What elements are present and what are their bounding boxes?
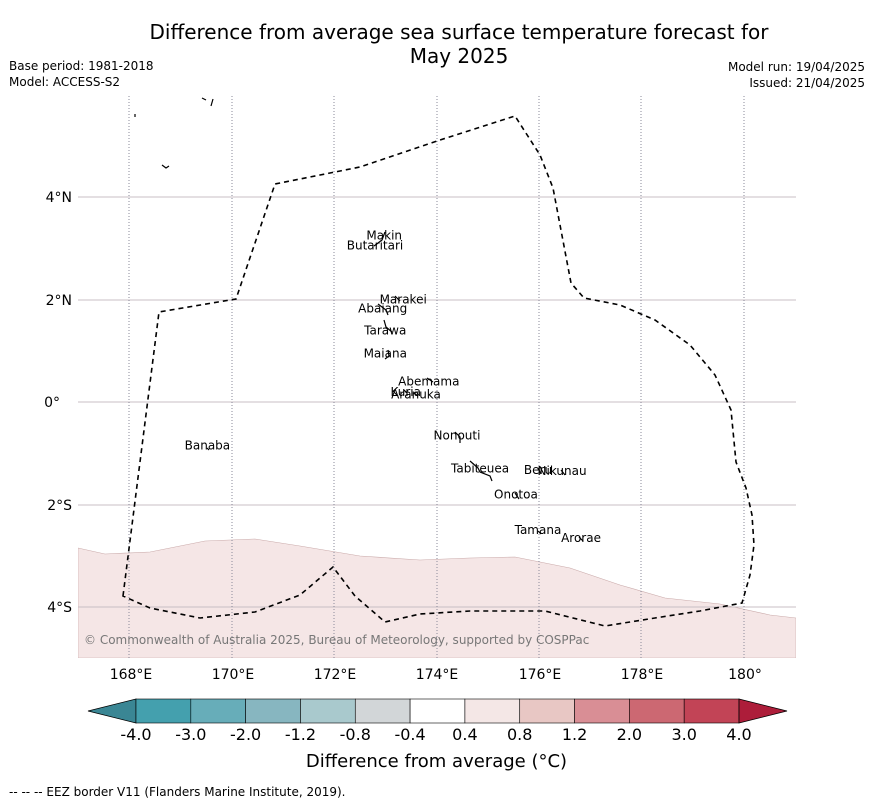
colorbar-segment: [464, 698, 521, 724]
atoll-outline: [578, 536, 584, 542]
island-label: Tamana: [514, 523, 562, 537]
colorbar-tick-label: 2.0: [617, 725, 642, 744]
atoll-outline: [413, 392, 419, 397]
x-tick-label: 180°: [728, 667, 762, 683]
coast-fragment: [161, 164, 170, 169]
island-label: Onotoa: [494, 487, 538, 501]
colorbar-segment: [629, 698, 685, 724]
colorbar-segment: [190, 698, 246, 724]
atoll-outline: [206, 447, 210, 451]
colorbar-tick-label: -3.0: [175, 725, 206, 744]
y-tick-label: 4°N: [46, 190, 72, 206]
y-tick-label: 0°: [44, 395, 60, 411]
atoll-outline: [384, 349, 390, 360]
island-label: Tabiteuea: [450, 462, 509, 476]
colorbar-segment: [683, 698, 740, 724]
atoll-outline: [403, 389, 408, 394]
atoll-outline: [537, 530, 542, 535]
issued-date: Issued: 21/04/2025: [749, 76, 865, 90]
coastlines: [134, 97, 584, 542]
meta-left: Base period: 1981-2018 Model: ACCESS-S2: [9, 58, 154, 90]
colorbar-segment: [135, 698, 192, 724]
atoll-outline: [514, 492, 520, 500]
colorbar-segment: [300, 698, 356, 724]
colorbar-tick-label: -1.2: [285, 725, 316, 744]
eez-border: [122, 115, 755, 627]
title-block: Difference from average sea surface temp…: [0, 0, 873, 70]
colorbar-tick-label: 0.8: [507, 725, 532, 744]
colorbar-tick-label: -0.4: [394, 725, 425, 744]
island-label: Kuria: [391, 385, 422, 399]
copyright-note: © Commonwealth of Australia 2025, Bureau…: [84, 633, 589, 647]
colorbar-tick-label: 3.0: [671, 725, 696, 744]
x-tick-label: 170°E: [212, 667, 255, 683]
meta-right: Model run: 19/04/2025 Issued: 21/04/2025: [728, 59, 865, 91]
x-tick-label: 168°E: [110, 667, 153, 683]
island-label: Banaba: [185, 439, 231, 453]
atoll-outline: [537, 467, 542, 475]
y-tick-label: 4°S: [47, 600, 72, 616]
colorbar-segment: [409, 698, 466, 724]
colorbar-label: Difference from average (°C): [305, 751, 568, 772]
coast-fragment: [210, 98, 214, 107]
map-title: Difference from average sea surface temp…: [0, 20, 873, 68]
atoll-outline: [426, 377, 434, 383]
atoll-outline: [383, 319, 393, 333]
colorbar-tick-labels: -4.0 -3.0 -2.0 -1.2 -0.8 -0.4 0.4 0.8 1.2 2.0 3.0 4…: [120, 725, 751, 744]
colorbar-extend-min: [87, 698, 137, 724]
colorbar-tick-label: 0.4: [452, 725, 477, 744]
map-title-line2: May 2025: [409, 44, 509, 68]
atoll-outline: [377, 303, 389, 316]
atoll-outline: [454, 431, 461, 443]
x-tick-labels: 168°E 170°E 172°E 174°E 176°E 178°E 180°: [110, 667, 762, 683]
lon-gridlines: [128, 96, 745, 658]
base-period: Base period: 1981-2018: [9, 59, 154, 73]
atoll-outline: [373, 231, 386, 247]
model-run: Model run: 19/04/2025: [727, 60, 865, 74]
map-title-line1: Difference from average sea surface temp…: [149, 20, 769, 44]
y-tick-labels: 4°N 2°N 0° 2°S 4°S: [44, 190, 72, 616]
island-label: Makin: [366, 228, 402, 242]
colorbar-segment: [245, 698, 301, 724]
model-name: Model: ACCESS-S2: [9, 75, 121, 89]
footer-note: -- -- -- EEZ border V11 (Flanders Marine…: [9, 785, 346, 799]
island-label: Abaiang: [358, 302, 407, 316]
island-label: Nikunau: [538, 464, 587, 478]
island-label: Abemama: [398, 375, 459, 389]
atoll-outline: [394, 295, 401, 302]
coast-fragment: [201, 97, 207, 101]
atoll-outline: [560, 469, 566, 476]
colorbar-extend-max: [738, 698, 788, 724]
colorbar-tick-label: 4.0: [726, 725, 751, 744]
island-label: Beru: [524, 463, 552, 477]
colorbar-segment: [519, 698, 575, 724]
island-label: Marakei: [380, 293, 427, 307]
x-tick-label: 178°E: [621, 667, 664, 683]
island-label: Maiana: [364, 346, 407, 360]
island-label: Nonouti: [434, 428, 481, 442]
y-tick-label: 2°S: [47, 498, 72, 514]
colorbar-tick-label: -2.0: [230, 725, 261, 744]
colorbar-segment: [354, 698, 411, 724]
x-tick-label: 176°E: [519, 667, 562, 683]
colorbar: [87, 698, 788, 724]
anomaly-region: [78, 538, 796, 658]
colorbar-segment: [574, 698, 630, 724]
colorbar-tick-label: -0.8: [340, 725, 371, 744]
y-tick-label: 2°N: [46, 293, 72, 309]
atoll-outline: [469, 460, 493, 482]
island-label: Butaritari: [347, 239, 404, 253]
island-label: Tarawa: [363, 323, 406, 337]
colorbar-tick-label: -4.0: [120, 725, 151, 744]
island-label: Arorae: [561, 531, 601, 545]
colorbar-tick-label: 1.2: [562, 725, 587, 744]
x-tick-label: 172°E: [314, 667, 357, 683]
x-tick-label: 174°E: [416, 667, 459, 683]
island-label: Aranuka: [391, 387, 441, 401]
